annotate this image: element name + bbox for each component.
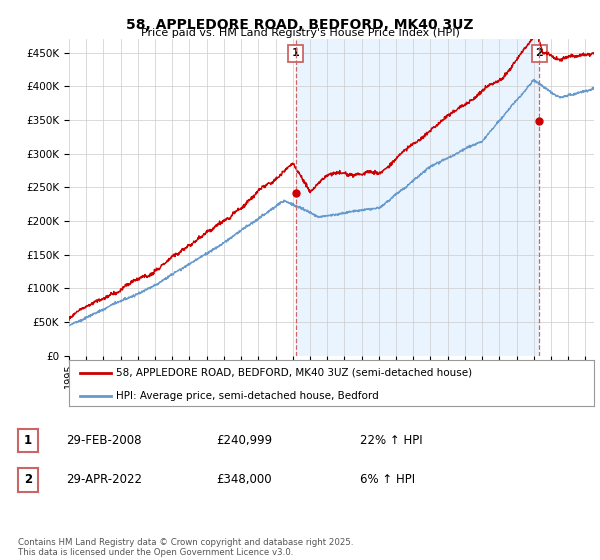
Text: Price paid vs. HM Land Registry's House Price Index (HPI): Price paid vs. HM Land Registry's House …: [140, 28, 460, 38]
Text: 22% ↑ HPI: 22% ↑ HPI: [360, 434, 422, 447]
Text: 58, APPLEDORE ROAD, BEDFORD, MK40 3UZ (semi-detached house): 58, APPLEDORE ROAD, BEDFORD, MK40 3UZ (s…: [116, 368, 472, 378]
Text: 29-FEB-2008: 29-FEB-2008: [66, 434, 142, 447]
Text: 6% ↑ HPI: 6% ↑ HPI: [360, 473, 415, 487]
Text: 2: 2: [536, 48, 544, 58]
Bar: [296, 39, 539, 356]
Text: 29-APR-2022: 29-APR-2022: [66, 473, 142, 487]
Text: Contains HM Land Registry data © Crown copyright and database right 2025.
This d: Contains HM Land Registry data © Crown c…: [18, 538, 353, 557]
Text: 1: 1: [292, 48, 299, 58]
Text: 58, APPLEDORE ROAD, BEDFORD, MK40 3UZ: 58, APPLEDORE ROAD, BEDFORD, MK40 3UZ: [126, 18, 474, 32]
Text: 2: 2: [24, 473, 32, 487]
Text: £240,999: £240,999: [216, 434, 272, 447]
Text: HPI: Average price, semi-detached house, Bedford: HPI: Average price, semi-detached house,…: [116, 391, 379, 401]
Text: £348,000: £348,000: [216, 473, 272, 487]
Text: 1: 1: [24, 434, 32, 447]
